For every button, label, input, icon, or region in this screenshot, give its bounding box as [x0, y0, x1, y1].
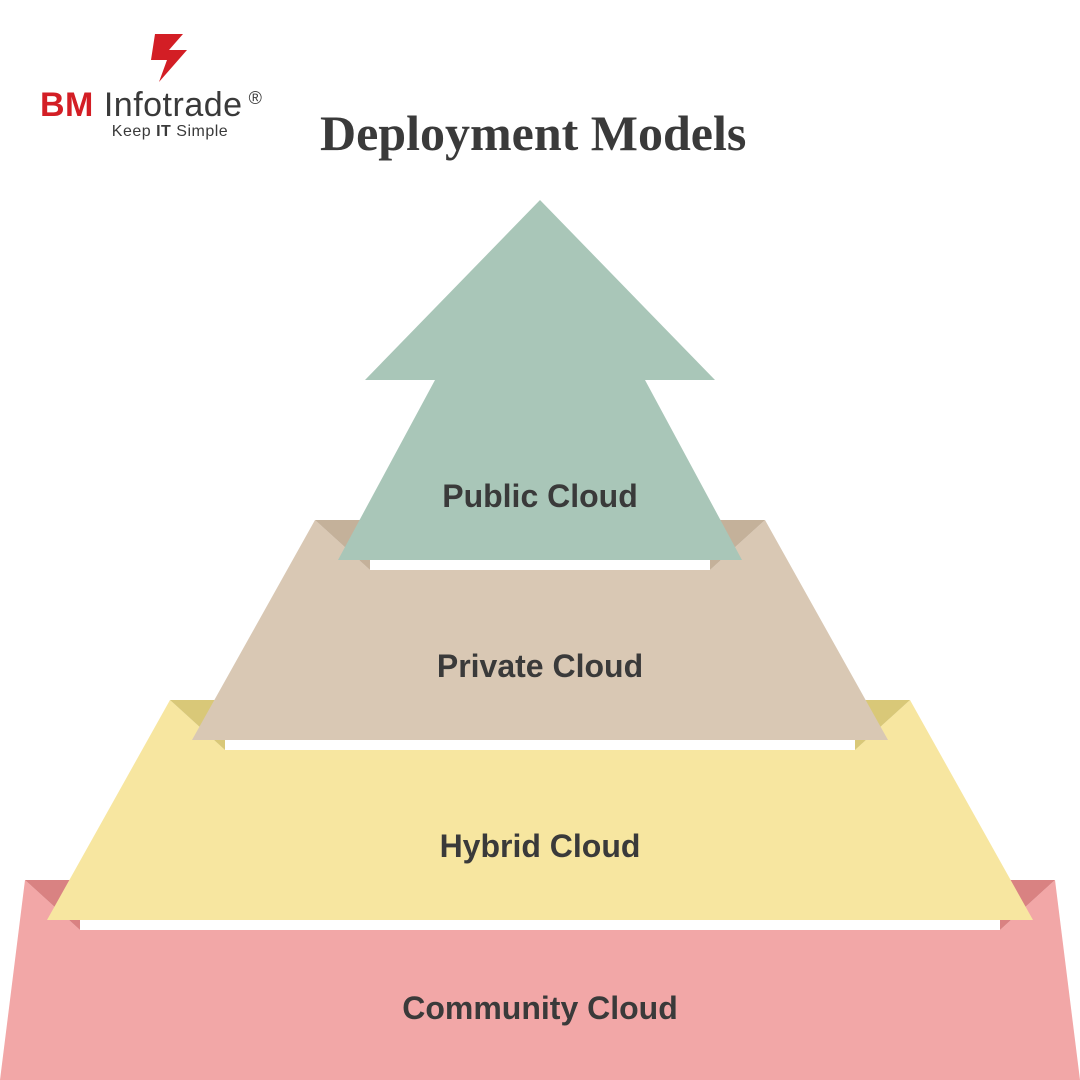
- pyramid-layer-label: Hybrid Cloud: [0, 828, 1080, 865]
- pyramid-layer-label: Community Cloud: [0, 990, 1080, 1027]
- pyramid-layer-label: Private Cloud: [0, 648, 1080, 685]
- infographic-canvas: BM Infotrade ® Keep IT Simple Deployment…: [0, 0, 1080, 1080]
- pyramid-diagram: [0, 0, 1080, 1080]
- pyramid-layer-label: Public Cloud: [0, 478, 1080, 515]
